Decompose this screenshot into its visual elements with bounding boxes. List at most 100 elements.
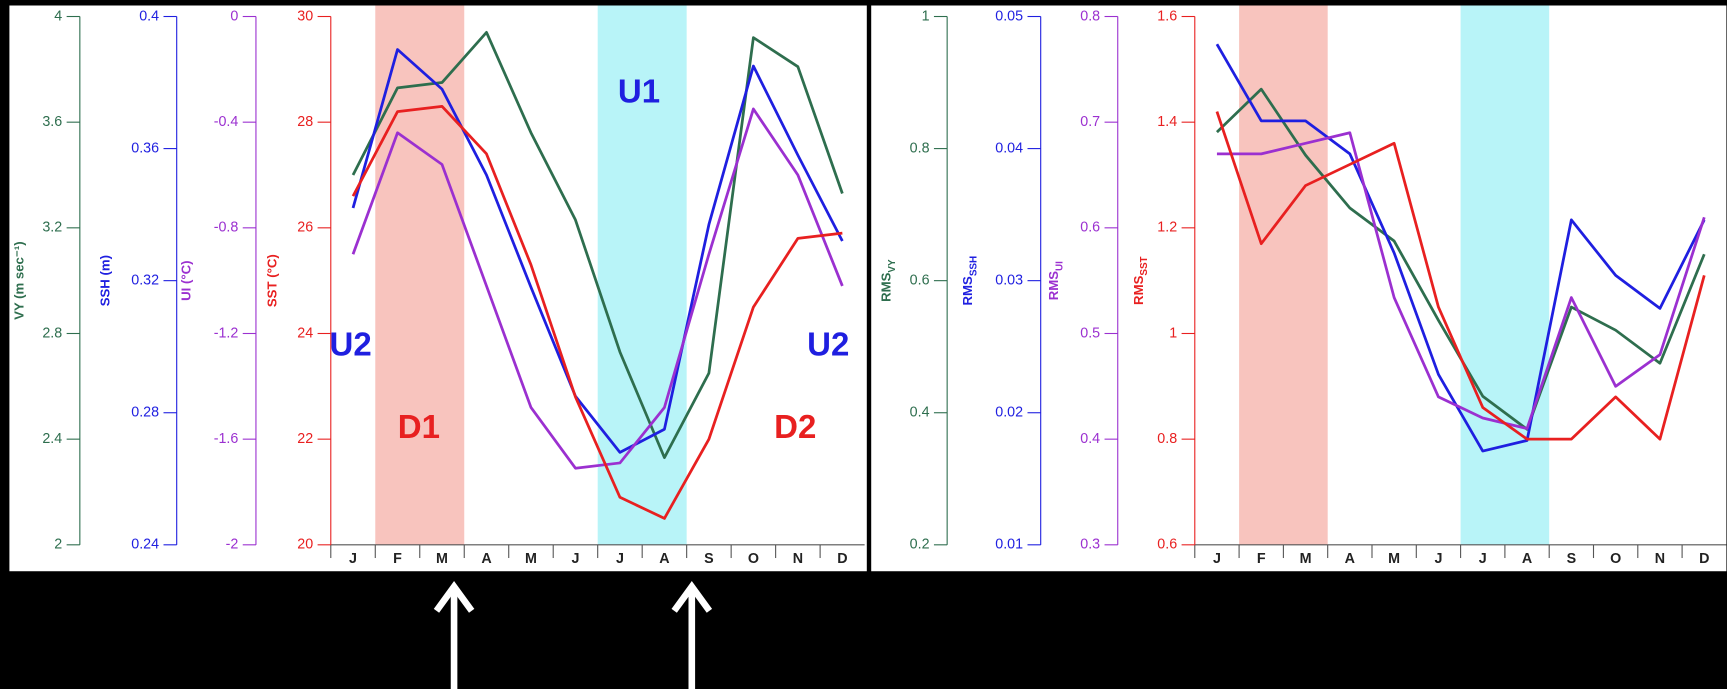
y-tick-label: 0.8 [1080,8,1100,24]
y-axis-title: SST (°C) [265,254,280,307]
y-tick-label: 0.02 [995,405,1023,421]
x-tick-label: N [1655,551,1665,567]
y-tick-label: 0.03 [995,272,1023,288]
y-axis-title-sub: SST [1139,256,1150,275]
y-tick-label: 0.6 [910,272,930,288]
series-line [351,104,843,520]
annotation: U1 [618,72,660,109]
x-tick-label: J [1434,551,1442,567]
y-axis-title: SSH (m) [98,255,113,306]
y-axis-title: RMSSSH [961,256,980,306]
y-axis-title-sub: SSH [968,256,979,276]
series-line [1216,131,1706,430]
y-tick-label: 0.4 [910,405,930,421]
x-tick-label: J [616,551,624,567]
arrow-head [433,581,475,613]
y-axis-title-main: RMS [1131,275,1146,305]
y-tick-label: 0.2 [910,537,930,553]
y-axis-title-sub: VY [887,259,898,273]
series-line [1215,43,1706,453]
y-axis-title: VY (m sec⁻¹) [12,241,27,320]
series-line [351,107,844,470]
y-axis-title-main: UI (°C) [179,260,194,300]
arrows [433,581,713,689]
y-axis-title: RMSSST [1131,256,1150,305]
x-tick-label: J [1479,551,1487,567]
x-tick-label: J [571,551,579,567]
shaded-period [597,5,687,545]
shaded-period [375,5,465,545]
y-tick-label: 0.28 [131,405,159,421]
x-tick-label: A [659,551,669,567]
y-tick-label: 2.4 [42,431,62,447]
y-tick-label: 1 [1169,325,1177,341]
y-tick-label: 2 [54,537,62,553]
y-tick-label: 0 [230,8,238,24]
y-tick-label: 0.05 [995,8,1023,24]
annotation: U2 [807,325,849,362]
y-tick-label: -1.2 [214,325,239,341]
y-axis-title-main: RMS [1046,271,1061,301]
x-tick-label: D [837,551,847,567]
x-tick-label: F [1257,551,1266,567]
y-tick-label: -0.8 [214,220,239,236]
x-tick-label: M [1388,551,1400,567]
y-axis-title-main: SST (°C) [265,254,280,307]
arrow-head [671,581,713,613]
y-axis-title-main: VY (m sec⁻¹) [12,241,27,320]
x-tick-label: S [1567,551,1577,567]
x-tick-label: A [1522,551,1532,567]
y-axis-title-main: SSH (m) [98,255,113,306]
y-tick-label: 4 [54,8,62,24]
x-tick-label: M [1300,551,1312,567]
y-tick-label: 1.4 [1157,114,1177,130]
y-axis-title: RMSVY [879,259,898,302]
y-tick-label: 0.5 [1080,325,1100,341]
y-tick-label: 26 [297,220,313,236]
shaded-period [1460,5,1550,545]
x-tick-label: D [1699,551,1709,567]
annotation: D2 [774,408,816,445]
y-tick-label: 0.01 [995,537,1023,553]
x-tick-label: O [1610,551,1621,567]
x-tick-label: O [748,551,759,567]
y-tick-label: 1.2 [1157,220,1177,236]
x-tick-label: S [704,551,714,567]
y-tick-label: 0.4 [139,8,159,24]
x-tick-label: M [436,551,448,567]
y-tick-label: 3.6 [42,114,62,130]
y-tick-label: 0.32 [131,272,159,288]
y-tick-label: 22 [297,431,313,447]
y-tick-label: 2.8 [42,325,62,341]
y-tick-label: 0.4 [1080,431,1100,447]
shaded-period [1239,5,1328,545]
y-tick-label: 0.04 [995,140,1023,156]
x-tick-label: F [393,551,402,567]
x-tick-label: J [349,551,357,567]
y-tick-label: 0.24 [131,537,159,553]
y-tick-label: -2 [226,537,239,553]
y-tick-label: 1.6 [1157,8,1177,24]
y-tick-label: 20 [297,537,313,553]
y-tick-label: -0.4 [214,114,239,130]
y-tick-label: 0.7 [1080,114,1100,130]
y-tick-label: 3.2 [42,220,62,236]
y-axis-title: UI (°C) [179,260,194,300]
x-tick-label: J [1213,551,1221,567]
y-tick-label: 0.8 [910,140,930,156]
y-tick-label: 0.6 [1080,220,1100,236]
annotation: U2 [330,325,372,362]
y-axis-title-main: RMS [961,276,976,306]
y-tick-label: 0.36 [131,140,159,156]
x-tick-label: N [793,551,803,567]
y-tick-label: 30 [297,8,313,24]
y-axis-title: RMSUI [1046,261,1065,300]
y-axis-title-main: RMS [879,272,894,302]
y-tick-label: 0.3 [1080,537,1100,553]
y-tick-label: 0.8 [1157,431,1177,447]
series-line [351,48,844,454]
y-tick-label: 0.6 [1157,537,1177,553]
y-tick-label: -1.6 [214,431,239,447]
